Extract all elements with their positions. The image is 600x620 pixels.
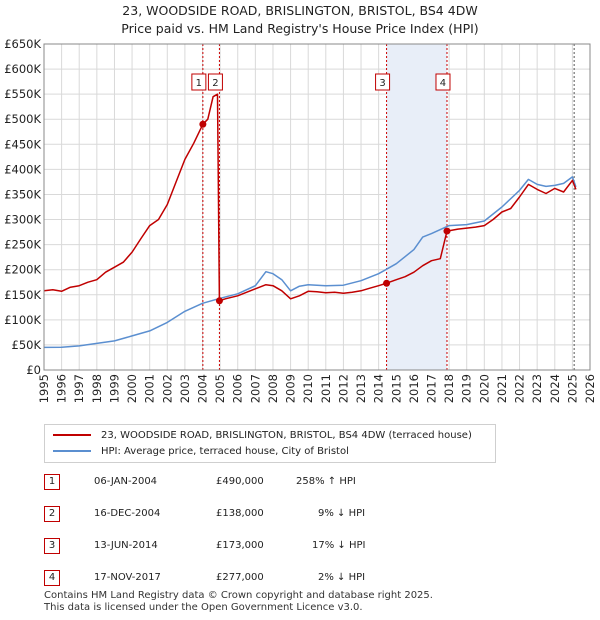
y-tick-label: £350K xyxy=(4,187,41,201)
x-tick-label: 2020 xyxy=(477,374,491,403)
title-line-1: 23, WOODSIDE ROAD, BRISLINGTON, BRISTOL,… xyxy=(122,3,478,18)
y-tick-label: £0 xyxy=(26,363,41,377)
sale-flag-label: 3 xyxy=(379,78,385,89)
x-tick-label: 2026 xyxy=(583,374,597,403)
chart-legend: 23, WOODSIDE ROAD, BRISLINGTON, BRISTOL,… xyxy=(44,424,496,463)
sale-date: 17-NOV-2017 xyxy=(94,572,161,583)
sale-hpi-change: 17% ↓ HPI xyxy=(312,540,366,551)
x-tick-label: 1997 xyxy=(72,374,86,403)
footer-line-2: This data is licensed under the Open Gov… xyxy=(44,602,363,613)
title-line-2: Price paid vs. HM Land Registry's House … xyxy=(121,21,479,36)
sale-price: £490,000 xyxy=(216,476,264,487)
sale-flag-label: 2 xyxy=(212,78,218,89)
legend-label-property: 23, WOODSIDE ROAD, BRISLINGTON, BRISTOL,… xyxy=(101,430,472,441)
sale-flag xyxy=(375,73,391,91)
sale-point xyxy=(199,120,207,128)
sale-flag xyxy=(435,73,451,91)
sale-flag-label: 4 xyxy=(440,78,446,89)
sale-number: 3 xyxy=(44,538,60,554)
x-tick-label: 2022 xyxy=(513,374,527,403)
x-tick-label: 2007 xyxy=(248,374,262,403)
table-row: 4 17-NOV-2017 £277,000 2% ↓ HPI xyxy=(44,570,444,586)
legend-swatch-property xyxy=(53,434,91,436)
sale-hpi-change: 9% ↓ HPI xyxy=(318,508,366,519)
sale-flag xyxy=(191,73,207,91)
x-tick-label: 2018 xyxy=(442,374,456,403)
sale-hpi-change: 258% ↑ HPI xyxy=(296,476,356,487)
x-tick-label: 2015 xyxy=(389,374,403,403)
y-tick-label: £300K xyxy=(4,213,41,227)
x-tick-label: 2025 xyxy=(565,374,579,403)
chart-title: 23, WOODSIDE ROAD, BRISLINGTON, BRISTOL,… xyxy=(0,2,600,38)
y-tick-label: £500K xyxy=(4,112,41,126)
x-tick-label: 2008 xyxy=(266,374,280,403)
x-tick-label: 2001 xyxy=(143,374,157,403)
y-tick-label: £600K xyxy=(4,62,41,76)
sale-price: £138,000 xyxy=(216,508,264,519)
sale-number: 2 xyxy=(44,506,60,522)
y-tick-label: £250K xyxy=(4,238,41,252)
x-tick-label: 2011 xyxy=(319,374,333,403)
x-tick-label: 1998 xyxy=(90,374,104,403)
x-tick-label: 2009 xyxy=(284,374,298,403)
y-tick-label: £400K xyxy=(4,162,41,176)
sale-date: 16-DEC-2004 xyxy=(94,508,161,519)
sale-point xyxy=(215,297,223,305)
legend-item-property: 23, WOODSIDE ROAD, BRISLINGTON, BRISTOL,… xyxy=(53,428,472,444)
x-tick-label: 2012 xyxy=(336,374,350,403)
legend-label-hpi: HPI: Average price, terraced house, City… xyxy=(101,446,349,457)
footer-notice: Contains HM Land Registry data © Crown c… xyxy=(44,590,433,614)
plot-area xyxy=(44,44,590,370)
sale-hpi-change: 2% ↓ HPI xyxy=(318,572,366,583)
y-tick-label: £100K xyxy=(4,313,41,327)
table-row: 2 16-DEC-2004 £138,000 9% ↓ HPI xyxy=(44,506,444,522)
series-line-hpi xyxy=(43,176,577,349)
x-tick-label: 2016 xyxy=(407,374,421,403)
x-tick-label: 2006 xyxy=(231,374,245,403)
sale-number: 4 xyxy=(44,570,60,586)
sale-point xyxy=(443,227,451,235)
x-tick-label: 2004 xyxy=(196,374,210,403)
x-tick-label: 2023 xyxy=(530,374,544,403)
x-tick-label: 2002 xyxy=(160,374,174,403)
footer-line-1: Contains HM Land Registry data © Crown c… xyxy=(44,590,433,601)
x-tick-label: 2013 xyxy=(354,374,368,403)
sale-price: £173,000 xyxy=(216,540,264,551)
sale-flag-label: 1 xyxy=(196,78,202,89)
table-row: 3 13-JUN-2014 £173,000 17% ↓ HPI xyxy=(44,538,444,554)
highlight-span xyxy=(386,44,447,370)
sale-date: 06-JAN-2004 xyxy=(94,476,158,487)
y-tick-label: £450K xyxy=(4,137,41,151)
y-tick-label: £200K xyxy=(4,263,41,277)
x-tick-label: 1999 xyxy=(107,374,121,403)
x-tick-label: 2000 xyxy=(125,374,139,403)
x-tick-label: 1996 xyxy=(55,374,69,403)
sale-date: 13-JUN-2014 xyxy=(94,540,158,551)
x-tick-label: 2024 xyxy=(548,374,562,403)
sale-price: £277,000 xyxy=(216,572,264,583)
x-tick-label: 2017 xyxy=(424,374,438,403)
sale-point xyxy=(383,279,391,287)
legend-swatch-hpi xyxy=(53,450,91,452)
x-tick-label: 2010 xyxy=(301,374,315,403)
sale-number: 1 xyxy=(44,474,60,490)
y-tick-label: £550K xyxy=(4,87,41,101)
x-tick-label: 2014 xyxy=(372,374,386,403)
sale-flag xyxy=(207,73,223,91)
plot-frame xyxy=(43,43,591,371)
y-tick-label: £650K xyxy=(4,37,41,51)
legend-item-hpi: HPI: Average price, terraced house, City… xyxy=(53,444,349,460)
x-tick-label: 2003 xyxy=(178,374,192,403)
series-line-property xyxy=(43,93,577,302)
y-tick-label: £150K xyxy=(4,288,41,302)
x-tick-label: 2021 xyxy=(495,374,509,403)
x-tick-label: 2019 xyxy=(460,374,474,403)
table-row: 1 06-JAN-2004 £490,000 258% ↑ HPI xyxy=(44,474,444,490)
x-tick-label: 2005 xyxy=(213,374,227,403)
y-tick-label: £50K xyxy=(12,338,42,352)
x-tick-label: 1995 xyxy=(37,374,51,403)
